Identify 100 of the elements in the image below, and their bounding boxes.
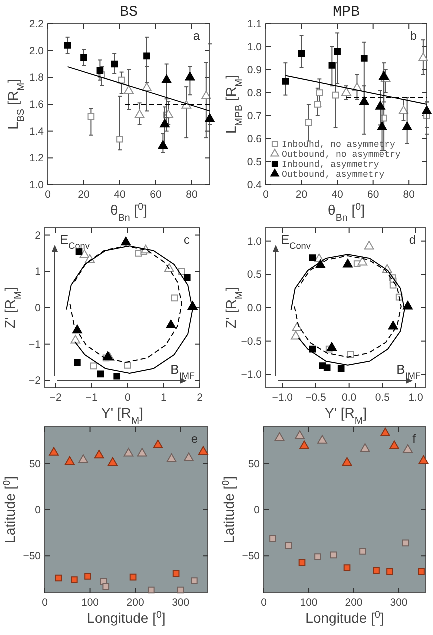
x-tick-label: 100 [300,597,318,609]
point [74,359,81,366]
point [328,62,336,69]
point [377,122,388,131]
annotation: f [412,432,417,446]
x-tick-label: 0 [124,392,131,404]
y-tick-label: 0 [254,504,260,516]
point [124,85,134,94]
x-axis-title: Longitude [$^{0}$] [87,610,166,626]
y-tick-label: 1.0 [247,42,262,54]
x-tick-label: 40 [332,189,344,201]
point [379,71,389,80]
x-axis-title: Y' [R$_{M}$] [325,405,367,426]
point [388,321,398,330]
point [185,72,196,81]
x-tick-label: −2 [50,392,62,404]
x-tick-label: 40 [114,189,126,201]
point [285,542,292,550]
annotation: e [191,432,198,446]
y-tick-label: −0.5 [241,336,262,348]
y-tick-label: 1.1 [247,18,262,30]
point [118,76,126,84]
point [166,320,176,329]
x-tick-label: 60 [150,189,162,201]
point [332,92,340,99]
point [295,430,305,440]
x-axis-title: Longitude [$^{0}$] [306,610,384,626]
y-tick-label: 50 [248,458,260,470]
point [80,250,90,258]
point [124,448,134,457]
point [314,554,322,560]
point [124,362,132,369]
point [171,294,178,302]
point [422,106,432,114]
y-tick-label: 0.4 [247,180,262,192]
point [360,548,366,555]
point [55,574,62,582]
point [309,254,316,262]
point [49,447,59,456]
legend-label: Inbound, asymmetry [282,160,380,170]
x-tick-label: 2 [197,392,204,404]
y-tick-label: 1.0 [29,180,44,192]
point [402,122,412,131]
point [164,263,174,272]
y-tick-label: 50 [29,458,42,470]
point [418,52,428,62]
point [418,568,425,576]
x-tick-label: 0.5 [375,392,390,404]
y-tick-label: 0 [35,302,42,314]
y-tick-label: −2 [29,375,42,388]
x-tick-label: 200 [345,597,363,609]
point [177,586,184,594]
point [360,55,368,62]
x-tick-label: −1 [86,392,98,404]
x-tick-label: 80 [186,189,198,201]
x-tick-label: 200 [126,597,144,609]
point [373,567,380,574]
y-tick-label: 0.5 [247,269,262,282]
point [390,440,400,450]
legend-label: Outbound, asymmetry [282,170,386,180]
point [172,570,180,578]
point [198,446,208,455]
y-tick-label: 2.0 [29,45,44,58]
legend-label: Outbound, no asymmetry [282,150,402,160]
point [153,440,164,448]
x-tick-label: 20 [296,189,308,201]
point [166,454,177,462]
x-tick-label: 100 [82,597,100,609]
annotation: a [193,29,200,43]
point [162,74,172,84]
point [403,301,413,310]
point [114,372,121,380]
y-tick-label: −1.0 [241,369,262,382]
point [291,331,301,340]
y-tick-label: 2.2 [29,18,44,30]
y-tick-label: 0.0 [247,302,262,314]
point [80,54,88,61]
point [418,456,429,464]
chart-title: BS [120,4,138,21]
point [344,564,351,572]
point [298,559,306,566]
point [137,448,148,457]
point [70,335,81,344]
point [84,572,92,580]
x-tick-label: 60 [367,189,380,201]
point [116,136,124,143]
point [72,324,82,334]
x-axis-title: θ$_{Bn}$ [$^{0}$] [328,202,365,224]
annotation: B$_{IMF}$ [170,362,196,381]
y-tick-label: 1.6 [29,99,44,111]
point [327,342,337,352]
point [359,96,370,106]
annotation: b [410,29,418,43]
y-tick-label: −50 [23,550,42,563]
point [338,365,345,372]
point [306,119,312,126]
annotation: B$_{IMF}$ [396,362,422,381]
point [358,257,368,266]
point [343,259,353,268]
y-tick-label: 1.0 [247,236,262,248]
